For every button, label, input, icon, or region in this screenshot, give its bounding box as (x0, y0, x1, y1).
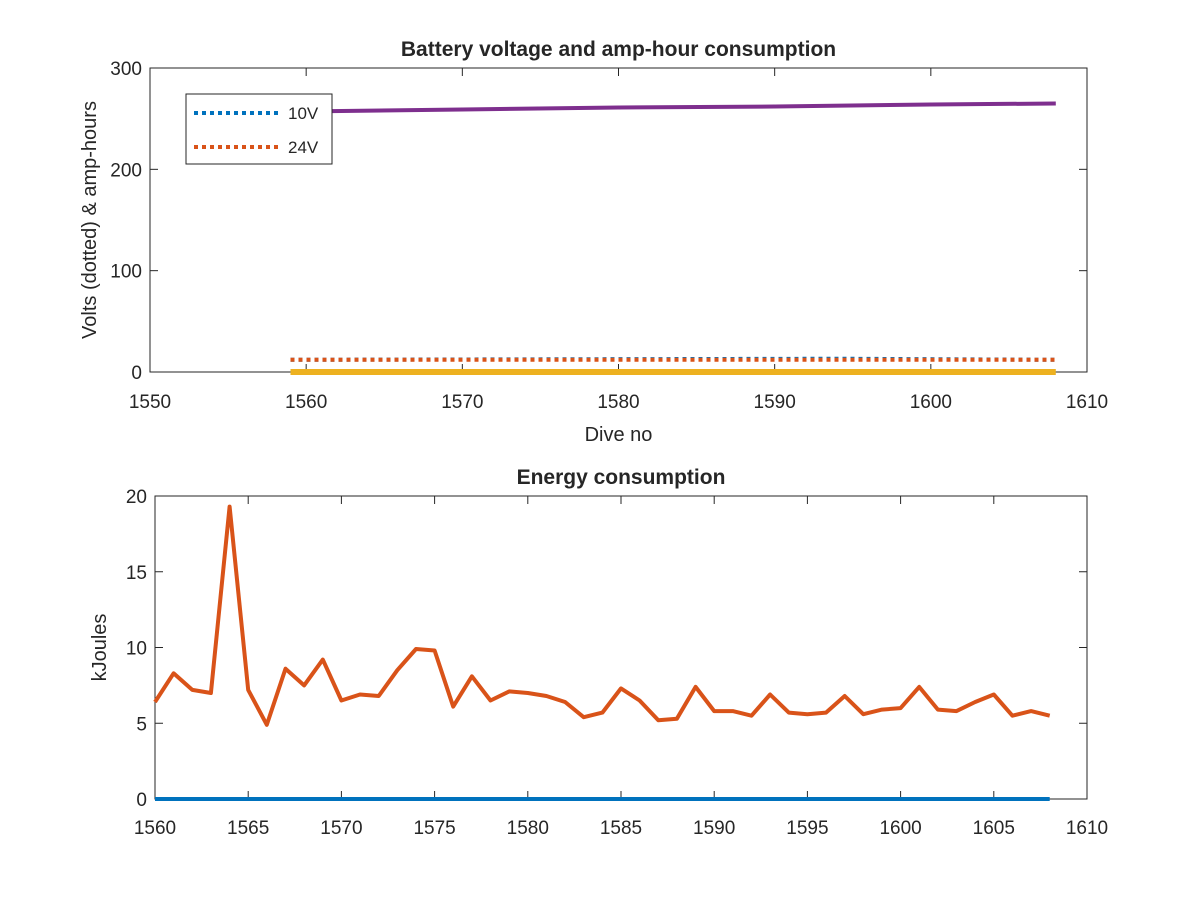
x-tick-label: 1610 (1066, 818, 1108, 839)
x-tick-label: 1590 (693, 818, 735, 839)
x-tick-label: 1595 (786, 818, 828, 839)
x-tick-label: 1600 (910, 392, 952, 413)
plot-area (154, 495, 1088, 800)
x-tick-label: 1565 (227, 818, 269, 839)
x-tick-label: 1550 (129, 392, 171, 413)
x-tick-label: 1585 (600, 818, 642, 839)
y-tick-label: 10 (126, 639, 147, 660)
chart-title: Energy consumption (517, 466, 726, 489)
x-tick-label: 1610 (1066, 392, 1108, 413)
x-tick-label: 1560 (134, 818, 176, 839)
x-tick-label: 1590 (754, 392, 796, 413)
chart-title: Battery voltage and amp-hour consumption (401, 38, 836, 61)
legend-label: 24V (288, 138, 319, 157)
y-axis-label: kJoules (89, 614, 111, 682)
y-tick-label: 300 (110, 59, 142, 80)
legend-box (185, 93, 333, 165)
y-tick-label: 5 (136, 714, 147, 735)
x-tick-label: 1580 (507, 818, 549, 839)
x-tick-label: 1570 (441, 392, 483, 413)
x-tick-label: 1570 (320, 818, 362, 839)
series-line-3 (290, 101, 1056, 114)
energy-chart: 1560 1565 1570 1575 1580 1585 1590 1595 1600 1605… (89, 466, 1108, 839)
y-tick-label: 20 (126, 487, 147, 508)
legend: 10V 24V (185, 93, 333, 165)
y-tick-label: 15 (126, 563, 147, 584)
x-tick-label: 1600 (879, 818, 921, 839)
y-axis-label: Volts (dotted) & amp-hours (79, 101, 101, 339)
x-tick-label: 1575 (413, 818, 455, 839)
x-axis-label: Dive no (585, 424, 653, 446)
y-tick-label: 200 (110, 160, 142, 181)
x-tick-label: 1605 (973, 818, 1015, 839)
y-tick-label: 0 (131, 363, 142, 384)
x-tick-label: 1560 (285, 392, 327, 413)
x-tick-label: 1580 (597, 392, 639, 413)
legend-label: 10V (288, 104, 319, 123)
y-tick-label: 100 (110, 262, 142, 283)
y-tick-label: 0 (136, 790, 147, 811)
battery-chart: 1550 1560 1570 1580 1590 1600 1610 0 100 200 300 Ba… (79, 38, 1108, 446)
series-line-1 (153, 504, 1051, 727)
